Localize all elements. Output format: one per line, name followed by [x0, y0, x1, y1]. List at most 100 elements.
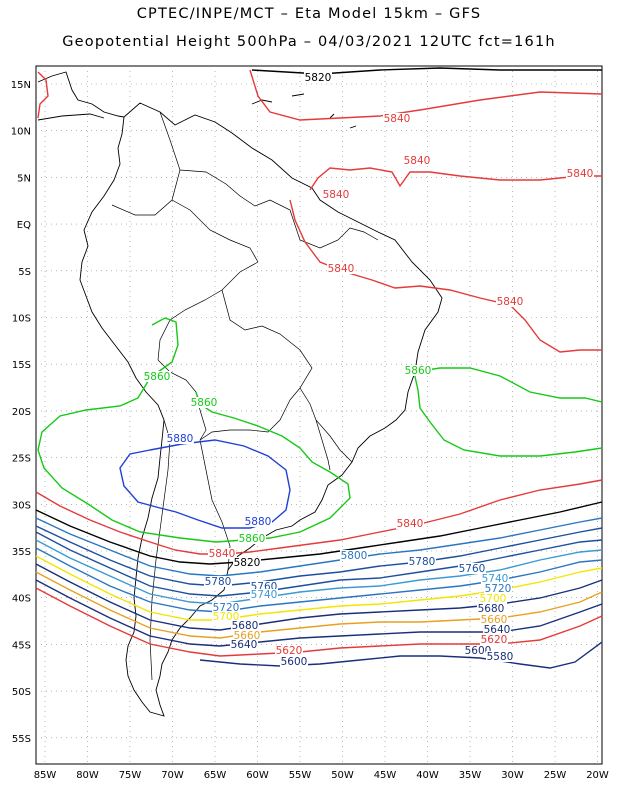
contour-label-bg — [481, 573, 509, 584]
contour-label-5780: 5780 — [409, 556, 436, 568]
plot-frame — [35, 65, 603, 765]
contour-5720 — [35, 547, 603, 613]
lon-tick-label: 50W — [331, 770, 354, 781]
contour-label-bg — [484, 583, 512, 594]
lon-tick-label: 20W — [586, 770, 609, 781]
contour-5800 — [35, 517, 603, 577]
contour-label-bg — [250, 581, 278, 592]
contour-label-bg — [275, 645, 303, 656]
contour-5840-north-a — [249, 69, 603, 121]
contour-label-5760: 5760 — [459, 563, 486, 575]
contour-label-bg — [404, 365, 432, 376]
contour-label-bg — [233, 557, 261, 568]
contour-label-bg — [483, 624, 511, 635]
lat-tick-label: 10S — [12, 314, 31, 325]
contour-label-5640: 5640 — [231, 639, 258, 651]
contour-label-bg — [190, 397, 218, 408]
lon-tick-label: 60W — [246, 770, 269, 781]
lon-tick-label: 35W — [459, 770, 482, 781]
contour-label-bg — [208, 548, 236, 559]
longitude-ticks: 85W 80W 75W 70W 65W 60W 55W 50W 45W 40W 35W 30W 25W 2… — [34, 770, 609, 781]
contour-5740 — [35, 539, 603, 605]
contour-label-5720: 5720 — [485, 583, 512, 595]
lat-tick-label: 20S — [12, 407, 31, 418]
contour-label-5860: 5860 — [191, 397, 218, 409]
contour-label-bg — [403, 155, 431, 166]
contour-label-5840: 5840 — [328, 263, 355, 275]
contour-label-5840: 5840 — [404, 155, 431, 167]
contour-label-5620: 5620 — [481, 634, 508, 646]
contour-label-bg — [340, 550, 368, 561]
lat-tick-label: 15N — [11, 80, 31, 91]
lon-tick-label: 30W — [501, 770, 524, 781]
central-america — [37, 71, 125, 118]
lat-tick-label: 55S — [12, 734, 31, 745]
lat-tick-label: 45S — [12, 640, 31, 651]
contour-5780 — [35, 525, 603, 587]
contour-label-bg — [486, 651, 514, 662]
contour-label-bg — [464, 645, 492, 656]
contour-5660 — [35, 571, 603, 639]
contour-label-5860: 5860 — [144, 371, 171, 383]
contour-5840-south — [35, 479, 603, 555]
lon-tick-label: 85W — [34, 770, 57, 781]
contour-5840-north-b — [289, 199, 602, 353]
contour-label-5680: 5680 — [478, 603, 505, 615]
lon-tick-label: 75W — [119, 770, 142, 781]
contour-label-5820: 5820 — [305, 72, 332, 84]
contour-5860-east — [413, 371, 603, 457]
contour-5680 — [35, 563, 603, 631]
contour-label-bg — [396, 518, 424, 529]
contour-label-bg — [233, 630, 261, 641]
contour-label-bg — [496, 296, 524, 307]
contour-label-bg — [166, 433, 194, 444]
lat-tick-label: 25S — [12, 454, 31, 465]
contour-label-5880: 5880 — [167, 433, 194, 445]
contour-labels: 5820584058405840584058405840586058605860… — [143, 72, 594, 668]
contour-label-bg — [322, 189, 350, 200]
lat-tick-label: 15S — [12, 360, 31, 371]
contour-label-bg — [458, 563, 486, 574]
caribbean-islands — [251, 93, 357, 129]
contour-5860-east-b — [413, 367, 603, 403]
contour-label-5840: 5840 — [497, 296, 524, 308]
contour-label-5860: 5860 — [239, 533, 266, 545]
lat-tick-label: EQ — [17, 220, 31, 231]
contour-label-5600: 5600 — [465, 645, 492, 657]
contour-label-bg — [231, 620, 259, 631]
contour-label-5740: 5740 — [251, 589, 278, 601]
contour-label-bg — [477, 603, 505, 614]
central-america-pacific — [37, 113, 105, 121]
latitude-ticks: 15N 10N 5N EQ 5S 10S 15S 20S 25S 30S 35S 40S 45S 50S 5… — [11, 80, 31, 745]
lon-tick-label: 65W — [204, 770, 227, 781]
contour-label-5840: 5840 — [209, 548, 236, 560]
contour-label-5640: 5640 — [484, 624, 511, 636]
contour-label-bg — [212, 602, 240, 613]
contour-label-5660: 5660 — [481, 614, 508, 626]
contour-label-bg — [479, 593, 507, 604]
contour-label-5580: 5580 — [487, 651, 514, 663]
contour-label-bg — [238, 533, 266, 544]
contour-label-5840: 5840 — [397, 518, 424, 530]
contour-label-5740: 5740 — [482, 573, 509, 585]
lat-tick-label: 35S — [12, 547, 31, 558]
contour-label-bg — [212, 611, 240, 622]
contour-label-5840: 5840 — [567, 168, 594, 180]
contour-label-5700: 5700 — [480, 593, 507, 605]
contour-label-bg — [143, 371, 171, 382]
contour-label-bg — [480, 614, 508, 625]
map-subtitle: Geopotential Height 500hPa – 04/03/2021 … — [62, 34, 556, 50]
contour-label-5800: 5800 — [341, 550, 368, 562]
lat-tick-label: 30S — [12, 500, 31, 511]
contour-label-bg — [280, 656, 308, 667]
contour-label-bg — [250, 589, 278, 600]
lon-tick-label: 80W — [76, 770, 99, 781]
lat-tick-label: 5S — [18, 267, 31, 278]
contour-label-bg — [383, 113, 411, 124]
contour-5700 — [35, 555, 603, 621]
lat-tick-label: 5N — [17, 173, 31, 184]
contours — [35, 67, 603, 669]
contour-5880 — [119, 439, 291, 529]
contour-label-5680: 5680 — [232, 620, 259, 632]
